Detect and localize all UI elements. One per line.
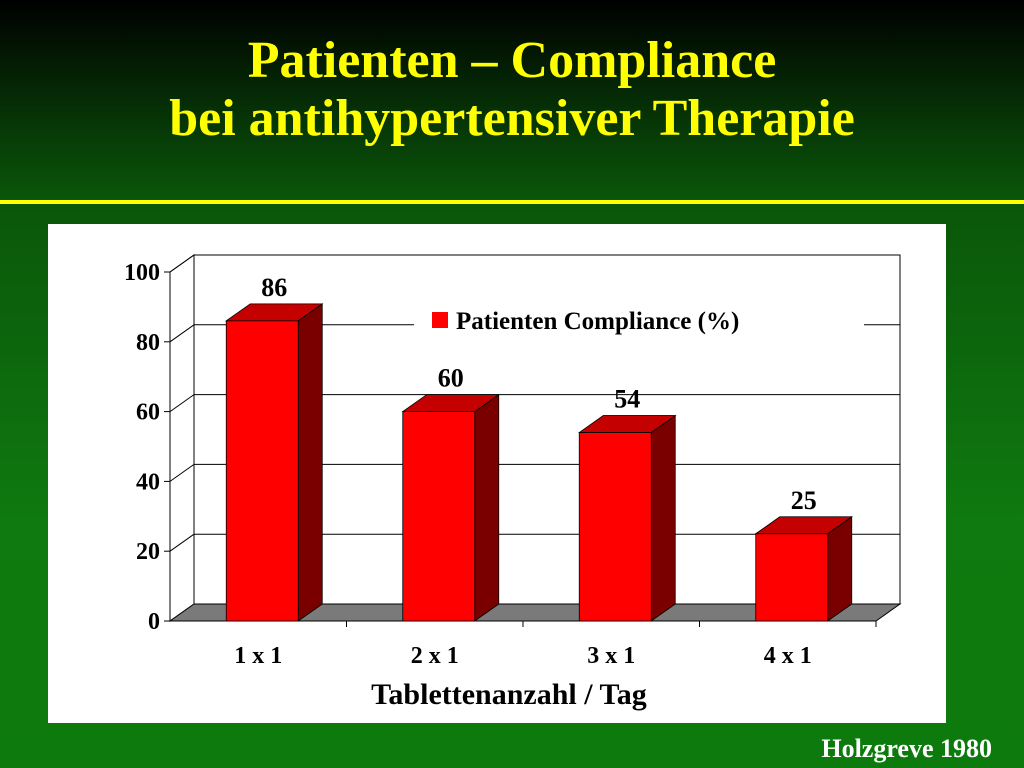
x-tick-label: 1 x 1 — [234, 643, 282, 669]
x-tick-label: 4 x 1 — [764, 643, 812, 669]
y-tick-label: 0 — [148, 609, 160, 635]
bar — [755, 533, 829, 622]
title-line-1: Patienten – Compliance — [247, 32, 777, 89]
bar-side — [827, 515, 853, 622]
y-tick-label: 80 — [136, 330, 160, 356]
legend-swatch — [432, 312, 448, 328]
title-line-2: bei antihypertensiver Therapie — [169, 90, 855, 147]
side-wall — [169, 254, 195, 622]
gridline-side — [169, 394, 195, 413]
gridline-side — [169, 533, 195, 552]
title-divider — [0, 200, 1024, 204]
bar-side — [474, 393, 500, 622]
bar — [225, 320, 299, 622]
data-label: 25 — [791, 486, 817, 515]
data-label: 54 — [614, 385, 640, 414]
legend-label: Patienten Compliance (%) — [456, 308, 739, 335]
x-tick-label: 3 x 1 — [587, 643, 635, 669]
x-tick-label: 2 x 1 — [411, 643, 459, 669]
x-axis-title: Tablettenanzahl / Tag — [371, 678, 647, 711]
y-tick-label: 60 — [136, 400, 160, 426]
gridline-side — [169, 324, 195, 343]
slide-title: Patienten – Compliance bei antihypertens… — [0, 32, 1024, 148]
source-citation: Holzgreve 1980 — [821, 734, 992, 763]
data-label: 86 — [261, 273, 287, 302]
gridline-side — [169, 254, 195, 273]
y-tick-label: 20 — [136, 539, 160, 565]
gridline-side — [169, 463, 195, 482]
bar — [402, 411, 476, 622]
y-tick-label: 40 — [136, 469, 160, 495]
bar-chart: 0 20 40 60 80 100 86 1 x 1 60 2 x 1 54 3 x 1 25 4 x 1… — [124, 254, 902, 711]
data-label: 60 — [438, 364, 464, 393]
legend-box — [414, 304, 864, 336]
y-tick-label: 100 — [124, 260, 160, 286]
bar — [578, 432, 652, 622]
chart-panel: 0 20 40 60 80 100 86 1 x 1 60 2 x 1 54 3 x 1 25 4 x 1… — [48, 224, 946, 723]
bar-side — [650, 414, 676, 622]
bar-side — [297, 303, 323, 622]
